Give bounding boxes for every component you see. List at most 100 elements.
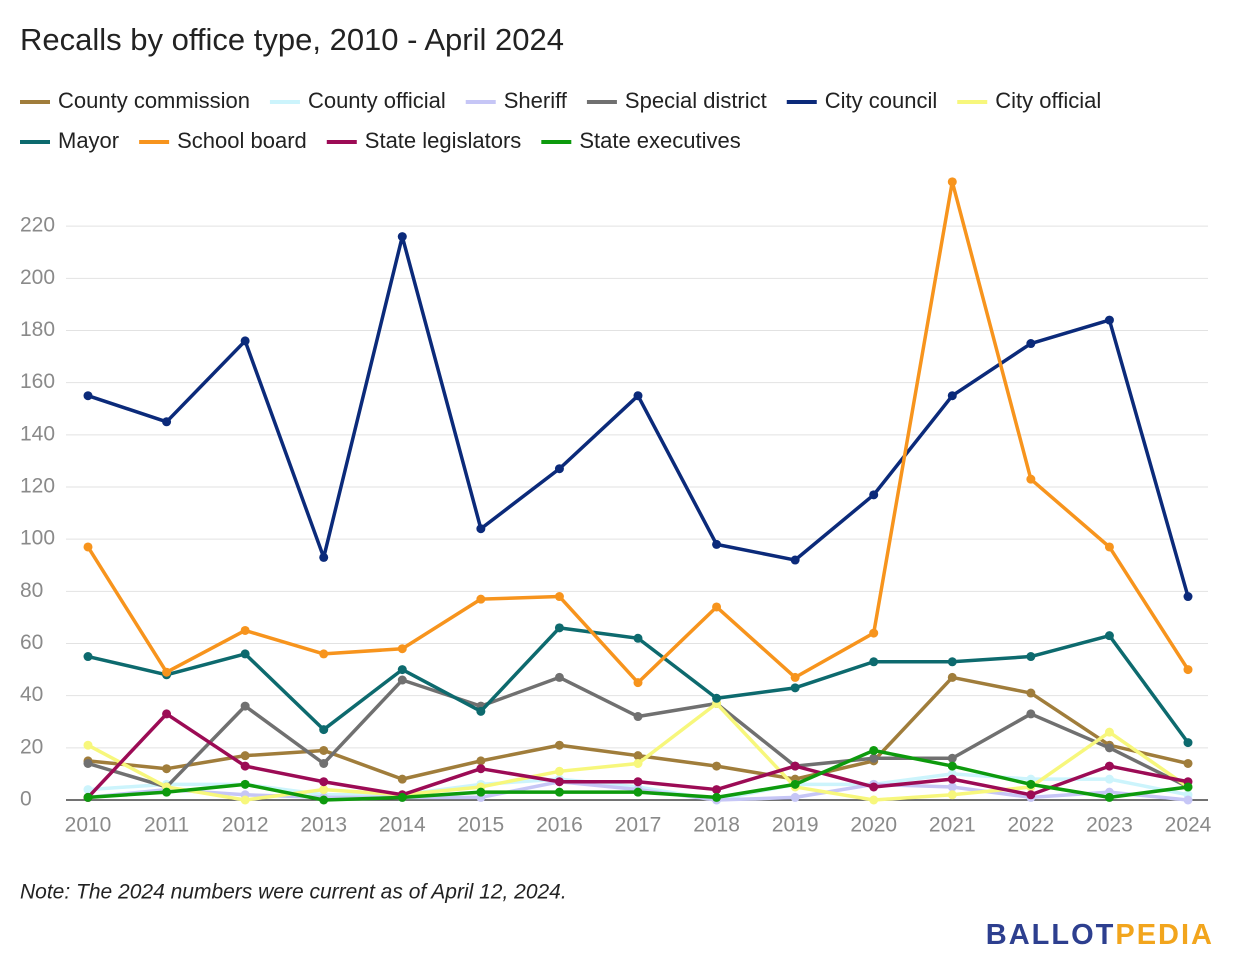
legend-label: City council [825, 88, 937, 113]
chart-title: Recalls by office type, 2010 - April 202… [20, 22, 564, 57]
data-point [1183, 782, 1193, 792]
data-point [1104, 542, 1114, 552]
data-point [554, 672, 564, 682]
legend-label: City official [995, 88, 1101, 113]
data-point [162, 764, 172, 774]
data-point [712, 761, 722, 771]
data-point [240, 336, 250, 346]
legend-item: Mayor [20, 128, 119, 153]
data-point [1026, 339, 1036, 349]
legend-item: State executives [541, 128, 741, 153]
legend-item: State legislators [326, 128, 522, 153]
data-point [712, 539, 722, 549]
data-point [947, 177, 957, 187]
y-tick-label: 60 [20, 631, 43, 654]
data-point [1104, 792, 1114, 802]
data-point [397, 665, 407, 675]
y-tick-label: 100 [20, 527, 55, 550]
y-tick-label: 160 [20, 370, 55, 393]
data-point [947, 774, 957, 784]
data-point [476, 706, 486, 716]
logo-part: BALLOT [986, 919, 1116, 951]
data-point [240, 649, 250, 659]
data-point [1104, 743, 1114, 753]
y-tick-label: 80 [20, 579, 43, 602]
y-tick-label: 140 [20, 422, 55, 445]
data-point [319, 649, 329, 659]
legend-item: County official [269, 88, 446, 113]
x-tick-label: 2023 [1086, 814, 1133, 837]
data-point [712, 693, 722, 703]
x-tick-label: 2017 [615, 814, 662, 837]
data-point [790, 761, 800, 771]
data-point [319, 725, 329, 735]
data-point [869, 657, 879, 667]
data-point [869, 795, 879, 805]
data-point [83, 652, 93, 662]
y-tick-label: 40 [20, 683, 43, 706]
data-point [476, 756, 486, 766]
data-point [397, 675, 407, 685]
legend-item: Sheriff [465, 88, 568, 113]
data-point [319, 777, 329, 787]
data-point [947, 790, 957, 800]
legend-label: County commission [58, 88, 250, 113]
data-point [397, 792, 407, 802]
data-point [240, 625, 250, 635]
x-tick-label: 2022 [1007, 814, 1054, 837]
data-point [554, 787, 564, 797]
legend-item: School board [139, 128, 307, 153]
data-point [869, 490, 879, 500]
data-point [476, 764, 486, 774]
data-point [1183, 795, 1193, 805]
data-point [1026, 688, 1036, 698]
data-point [790, 683, 800, 693]
series-line [87, 234, 1190, 598]
data-point [1026, 652, 1036, 662]
y-tick-label: 220 [20, 214, 55, 237]
legend-label: County official [308, 88, 446, 113]
data-point [476, 594, 486, 604]
data-point [83, 792, 93, 802]
data-point [554, 766, 564, 776]
x-tick-label: 2013 [300, 814, 347, 837]
data-point [397, 232, 407, 242]
data-point [1026, 790, 1036, 800]
data-point [869, 745, 879, 755]
y-tick-label: 120 [20, 475, 55, 498]
x-tick-label: 2021 [929, 814, 976, 837]
data-point [240, 779, 250, 789]
data-point [476, 787, 486, 797]
data-point [1183, 665, 1193, 675]
series-line [86, 180, 1190, 685]
x-tick-label: 2011 [144, 814, 189, 837]
legend-label: Sheriff [504, 88, 568, 113]
x-tick-label: 2024 [1165, 814, 1212, 837]
data-point [162, 709, 172, 719]
legend-label: State legislators [365, 128, 522, 153]
data-point [712, 792, 722, 802]
data-point [240, 761, 250, 771]
logo: BALLOTPEDIA [986, 919, 1214, 951]
data-point [712, 602, 722, 612]
data-point [712, 785, 722, 795]
data-point [947, 672, 957, 682]
x-tick-label: 2014 [379, 814, 426, 837]
data-point [633, 751, 643, 761]
data-point [554, 623, 564, 633]
data-point [1104, 774, 1114, 784]
data-point [1183, 758, 1193, 768]
x-tick-label: 2012 [222, 814, 269, 837]
data-point [947, 657, 957, 667]
data-point [790, 555, 800, 565]
data-point [554, 740, 564, 750]
data-point [319, 795, 329, 805]
data-point [869, 753, 879, 763]
y-tick-label: 20 [20, 735, 43, 758]
data-point [1183, 592, 1193, 602]
data-point [554, 592, 564, 602]
data-point [476, 524, 486, 534]
data-point [1026, 474, 1036, 484]
legend-label: Special district [625, 88, 767, 113]
